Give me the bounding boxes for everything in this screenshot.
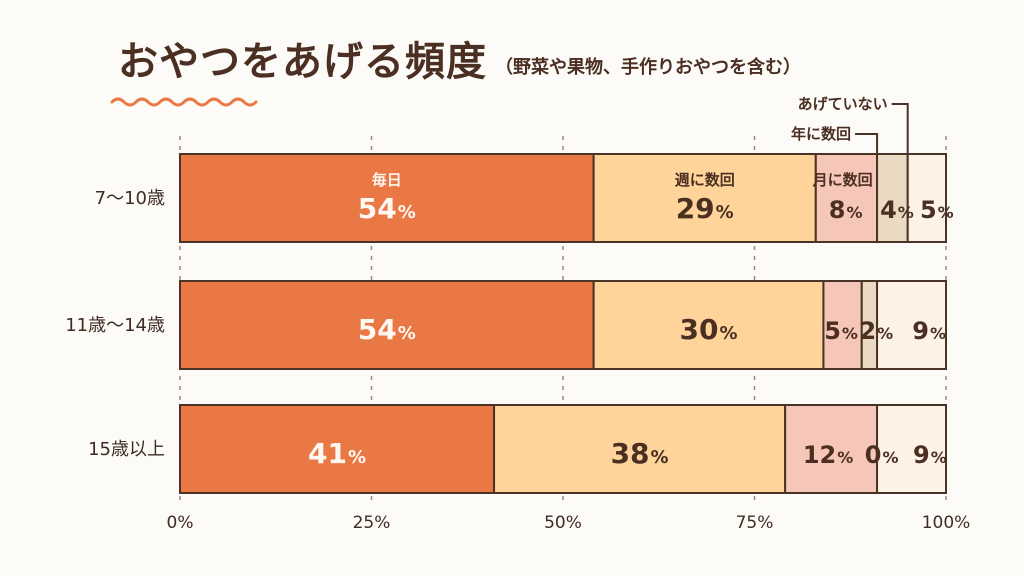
- value-label-number: 8: [829, 196, 846, 224]
- value-label-number: 30: [680, 313, 719, 346]
- value-label-percent-sign: %: [837, 448, 853, 467]
- value-label-number: 4: [880, 196, 897, 224]
- value-label-number: 5: [824, 317, 841, 345]
- value-label-number: 29: [676, 192, 715, 225]
- value-label: 5%: [920, 196, 954, 224]
- value-label: 54%: [358, 192, 416, 225]
- x-tick-label: 100%: [922, 513, 971, 533]
- bar-segment: [784, 404, 879, 494]
- series-label-weekly: 週に数回: [675, 171, 735, 189]
- x-tick-label: 75%: [736, 513, 774, 533]
- value-label-percent-sign: %: [877, 324, 893, 343]
- value-label-number: 5: [920, 196, 937, 224]
- value-label-percent-sign: %: [716, 202, 734, 223]
- category-label: 11歳〜14歳: [65, 315, 165, 336]
- value-label-percent-sign: %: [930, 324, 946, 343]
- value-label: 38%: [611, 437, 669, 470]
- bar-segment: [906, 153, 948, 243]
- value-label-percent-sign: %: [398, 323, 416, 344]
- category-label: 15歳以上: [88, 439, 165, 460]
- value-label-percent-sign: %: [720, 323, 738, 344]
- value-label: 9%: [912, 317, 946, 345]
- value-label: 8%: [829, 196, 863, 224]
- chart-subtitle: （野菜や果物、手作りおやつを含む）: [495, 57, 801, 78]
- value-label: 41%: [308, 437, 366, 470]
- chart-decoration-layer: [110, 97, 258, 107]
- value-label: 0%: [865, 441, 899, 469]
- value-label-number: 54: [358, 313, 397, 346]
- bar-segment: [179, 404, 496, 494]
- value-label-number: 9: [912, 317, 929, 345]
- series-label-daily: 毎日: [372, 171, 402, 189]
- bar-segment: [179, 280, 595, 370]
- value-label-percent-sign: %: [842, 324, 858, 343]
- chart-heading: おやつをあげる頻度 （野菜や果物、手作りおやつを含む）: [118, 42, 801, 82]
- value-label: 30%: [680, 313, 738, 346]
- value-label-percent-sign: %: [931, 448, 947, 467]
- value-label-number: 0: [865, 441, 882, 469]
- value-label: 54%: [358, 313, 416, 346]
- year-callout-label: 年に数回: [791, 125, 851, 143]
- series-label-monthly: 月に数回: [812, 171, 873, 189]
- value-label-percent-sign: %: [882, 448, 898, 467]
- chart-bars-layer: [179, 153, 948, 494]
- category-label: 7〜10歳: [95, 188, 165, 209]
- value-label: 29%: [676, 192, 734, 225]
- bar-segment: [876, 280, 947, 370]
- value-label: 4%: [880, 196, 914, 224]
- x-tick-label: 0%: [167, 513, 194, 533]
- bar-segment: [876, 153, 909, 243]
- value-label-percent-sign: %: [348, 447, 366, 468]
- none-callout-line: [891, 103, 909, 154]
- value-label-percent-sign: %: [651, 447, 669, 468]
- value-label-number: 41: [308, 437, 347, 470]
- x-tick-label: 50%: [544, 513, 582, 533]
- year-callout-line: [855, 133, 879, 154]
- value-label-percent-sign: %: [398, 202, 416, 223]
- none-callout-label: あげていない: [798, 95, 888, 113]
- value-label-number: 9: [913, 441, 930, 469]
- value-label-percent-sign: %: [938, 203, 954, 222]
- value-label: 12%: [803, 441, 853, 469]
- value-label: 5%: [824, 317, 858, 345]
- value-label: 2%: [859, 317, 893, 345]
- value-label-percent-sign: %: [846, 203, 862, 222]
- bar-segment: [592, 280, 825, 370]
- value-label-number: 12: [803, 441, 836, 469]
- bar-segment: [592, 153, 817, 243]
- value-label-percent-sign: %: [898, 203, 914, 222]
- x-tick-label: 25%: [353, 513, 391, 533]
- value-label: 9%: [913, 441, 947, 469]
- bar-segment: [876, 404, 947, 494]
- bar-segment: [814, 153, 879, 243]
- title-wavy-underline: [110, 97, 258, 107]
- value-label-number: 54: [358, 192, 397, 225]
- value-label-number: 2: [859, 317, 876, 345]
- value-label-number: 38: [611, 437, 650, 470]
- chart-title: おやつをあげる頻度: [118, 39, 487, 85]
